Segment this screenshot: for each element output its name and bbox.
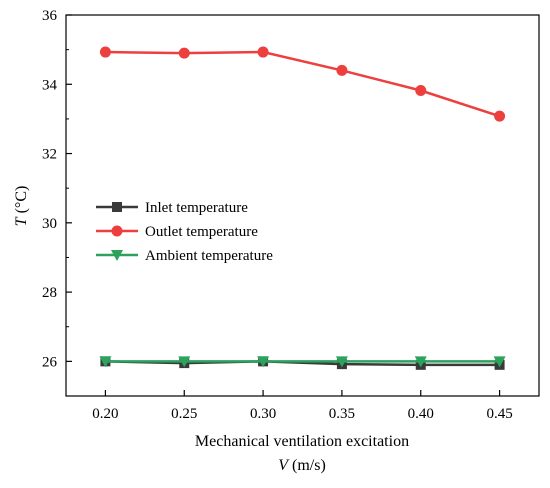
- series-layer: [99, 46, 506, 370]
- legend-label-ambient-temperature: Ambient temperature: [145, 248, 273, 264]
- data-point-outlet-temperature: [257, 46, 269, 58]
- data-point-ambient-temperature: [178, 356, 191, 368]
- x-axis-title-line1: Mechanical ventilation excitation: [195, 433, 409, 450]
- data-point-ambient-temperature: [414, 356, 427, 368]
- x-tick-label: 0.30: [250, 406, 276, 422]
- series-line-inlet-temperature: [105, 360, 500, 367]
- x-tick-label: 0.20: [92, 406, 118, 422]
- data-point-outlet-temperature: [99, 46, 111, 58]
- plot-frame: [65, 14, 540, 397]
- x-tick-label: 0.45: [486, 406, 512, 422]
- legend-marker-outlet-temperature: [111, 225, 123, 237]
- axis-ticks: 0.20 0.25 0.30 0.35 0.40 0.45 26 28 30 32 34 36: [42, 8, 513, 422]
- data-point-outlet-temperature: [336, 64, 348, 76]
- data-point-ambient-temperature: [493, 356, 506, 368]
- data-point-outlet-temperature: [415, 85, 427, 97]
- y-tick-label: 34: [42, 77, 58, 93]
- legend-label-inlet-temperature: Inlet temperature: [145, 200, 248, 216]
- data-point-outlet-temperature: [178, 47, 190, 59]
- data-point-ambient-temperature: [335, 356, 348, 368]
- series-ambient-temperature: [99, 356, 506, 368]
- data-point-ambient-temperature: [99, 356, 112, 368]
- y-tick-label: 30: [42, 216, 57, 232]
- data-point-ambient-temperature: [257, 356, 270, 368]
- y-axis-title: T (°C): [13, 186, 30, 227]
- legend-marker-inlet-temperature: [112, 202, 122, 212]
- legend: Inlet temperature Outlet temperature Ambie…: [96, 200, 273, 264]
- x-axis-title-line2: V (m/s): [278, 457, 326, 474]
- y-tick-label: 28: [42, 285, 57, 301]
- data-point-outlet-temperature: [494, 110, 506, 122]
- legend-marker-ambient-temperature: [111, 250, 123, 261]
- y-tick-label: 26: [42, 354, 58, 370]
- x-tick-label: 0.35: [329, 406, 355, 422]
- y-tick-label: 36: [42, 8, 58, 24]
- series-inlet-temperature: [100, 356, 505, 370]
- series-line-outlet-temperature: [105, 50, 500, 118]
- series-outlet-temperature: [99, 46, 506, 122]
- y-tick-label: 32: [42, 147, 57, 163]
- legend-label-outlet-temperature: Outlet temperature: [145, 224, 258, 240]
- x-tick-label: 0.40: [408, 406, 434, 422]
- x-tick-label: 0.25: [171, 406, 197, 422]
